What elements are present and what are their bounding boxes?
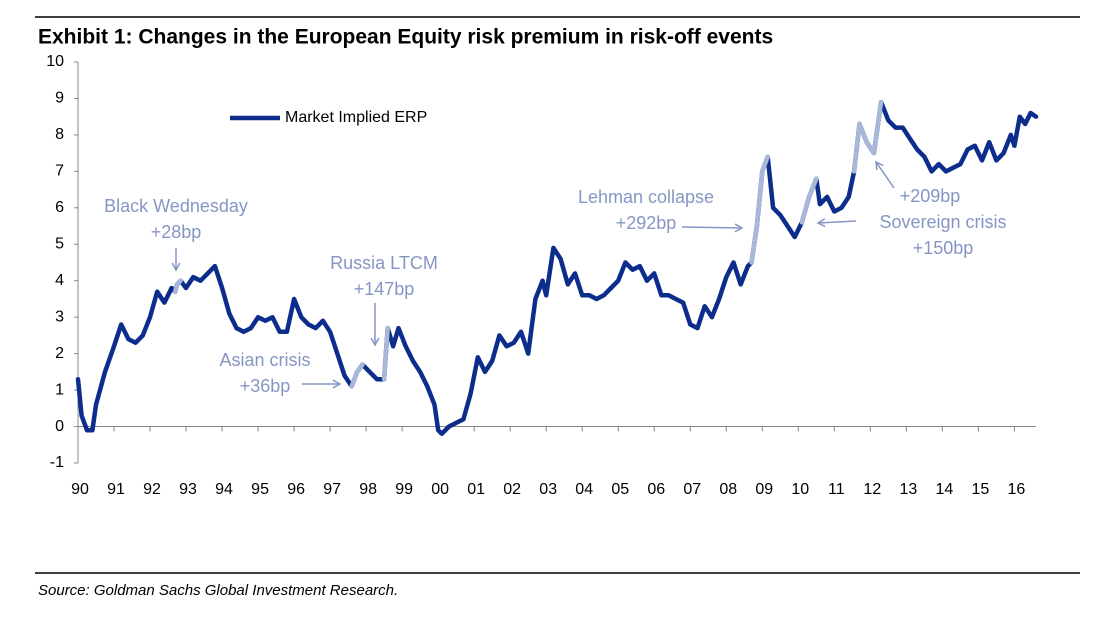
x-tick-label: 04: [575, 481, 593, 498]
annotation-arrowhead: [171, 262, 181, 272]
annotation-text: +209bp: [900, 186, 961, 206]
x-tick-label: 11: [828, 481, 845, 498]
x-tick-label: 06: [647, 481, 665, 498]
y-tick-label: 8: [55, 126, 64, 143]
annotation-arrowhead: [816, 218, 826, 228]
highlight-segment: [749, 154, 770, 265]
x-tick-label: 14: [935, 481, 953, 498]
x-tick-label: 12: [863, 481, 881, 498]
annotation-text: +147bp: [354, 279, 415, 299]
annotation-text: Sovereign crisis: [879, 212, 1006, 232]
annotation-text: Black Wednesday: [104, 196, 248, 216]
x-tick-label: 90: [71, 481, 89, 498]
annotation-text: +292bp: [616, 213, 677, 233]
y-tick-label: 9: [55, 90, 64, 107]
annotation-text: Asian crisis: [219, 350, 310, 370]
highlight-segment: [349, 362, 365, 389]
x-tick-label: 91: [107, 481, 125, 498]
annotation-text: +36bp: [240, 376, 291, 396]
annotation-text: Russia LTCM: [330, 253, 438, 273]
annotation-arrowhead: [734, 223, 744, 233]
highlight-segment: [381, 325, 390, 382]
x-tick-label: 96: [287, 481, 305, 498]
y-tick-label: 3: [55, 308, 64, 325]
y-tick-label: -1: [50, 454, 64, 471]
annotation-arrow: [875, 161, 895, 189]
x-tick-label: 07: [683, 481, 701, 498]
x-tick-label: 01: [467, 481, 485, 498]
annotation-text: Lehman collapse: [578, 187, 714, 207]
x-tick-label: 15: [971, 481, 989, 498]
highlight-segment: [172, 278, 183, 294]
annotation-arrowhead: [875, 160, 884, 171]
annotation-arrow: [681, 226, 743, 229]
x-tick-label: 98: [359, 481, 377, 498]
annotation-text: +28bp: [151, 222, 202, 242]
source-note: Source: Goldman Sachs Global Investment …: [38, 582, 398, 599]
y-tick-label: 10: [46, 53, 64, 70]
x-tick-label: 92: [143, 481, 161, 498]
x-tick-label: 13: [899, 481, 917, 498]
data-line: [75, 99, 1039, 437]
x-tick-label: 99: [395, 481, 413, 498]
x-tick-label: 16: [1007, 481, 1025, 498]
x-tick-label: 97: [323, 481, 341, 498]
x-tick-label: 94: [215, 481, 233, 498]
highlight-segment: [799, 176, 819, 225]
x-tick-label: 02: [503, 481, 521, 498]
y-tick-label: 4: [55, 272, 64, 289]
annotation-arrowhead: [332, 379, 342, 389]
annotation-arrowhead: [370, 337, 380, 347]
x-tick-label: 10: [791, 481, 809, 498]
x-tick-label: 03: [539, 481, 557, 498]
legend-label: Market Implied ERP: [285, 109, 427, 126]
y-tick-label: 0: [55, 418, 64, 435]
x-tick-label: 00: [431, 481, 449, 498]
y-tick-label: 6: [55, 199, 64, 216]
x-tick-label: 08: [719, 481, 737, 498]
y-tick-label: 1: [55, 381, 64, 398]
y-tick-label: 7: [55, 163, 64, 180]
highlight-segment: [851, 99, 884, 174]
x-tick-label: 09: [755, 481, 773, 498]
x-tick-label: 95: [251, 481, 269, 498]
y-tick-label: 5: [55, 235, 64, 252]
annotation-arrow: [817, 220, 857, 224]
annotation-text: +150bp: [913, 238, 974, 258]
x-tick-label: 05: [611, 481, 629, 498]
x-tick-label: 93: [179, 481, 197, 498]
chart-title: Exhibit 1: Changes in the European Equit…: [38, 26, 773, 49]
y-tick-label: 2: [55, 345, 64, 362]
